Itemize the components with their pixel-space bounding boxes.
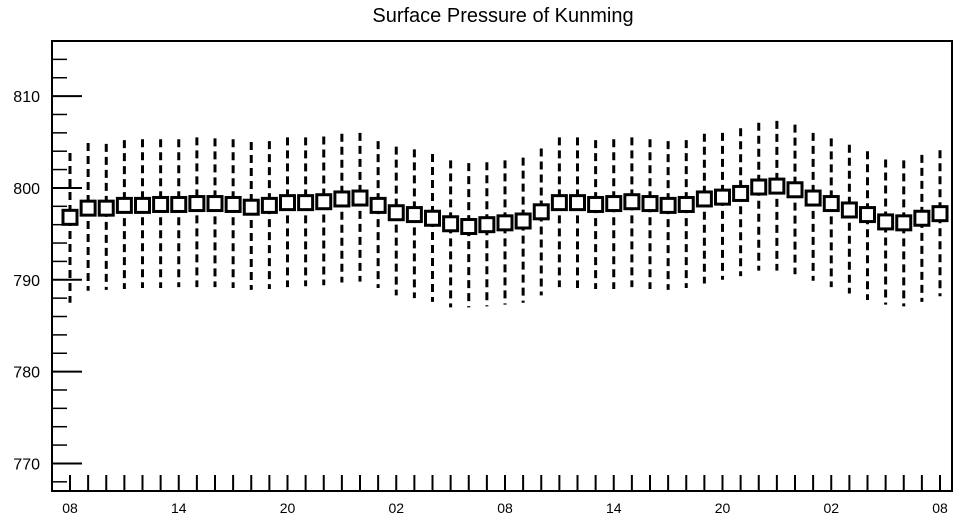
data-point-marker: [297, 194, 315, 212]
data-point-marker: [387, 204, 405, 222]
data-point-marker: [732, 184, 750, 202]
data-point-marker: [460, 218, 478, 236]
data-point-marker: [224, 195, 242, 213]
x-tick-label: 08: [62, 500, 78, 516]
plot-frame: [51, 40, 953, 492]
x-tick-label: 08: [497, 500, 513, 516]
y-tick-label: 790: [13, 273, 40, 290]
y-tick-label: 770: [13, 456, 40, 473]
x-tick-label: 14: [171, 500, 187, 516]
data-point-marker: [405, 206, 423, 224]
data-point-marker: [895, 214, 913, 232]
data-point-marker: [170, 195, 188, 213]
data-point-marker: [188, 195, 206, 213]
data-point-marker: [496, 214, 514, 232]
y-tick-label: 810: [13, 89, 40, 106]
data-point-marker: [659, 196, 677, 214]
data-point-marker: [97, 199, 115, 217]
data-point-marker: [913, 209, 931, 227]
data-point-marker: [768, 177, 786, 195]
data-point-marker: [695, 190, 713, 208]
data-point-marker: [804, 189, 822, 207]
x-tick-label: 14: [606, 500, 622, 516]
data-point-marker: [260, 196, 278, 214]
data-point-marker: [514, 212, 532, 230]
data-point-marker: [333, 190, 351, 208]
data-point-marker: [134, 196, 151, 214]
data-point-marker: [587, 195, 605, 213]
data-point-marker: [677, 195, 695, 213]
data-point-marker: [442, 215, 460, 233]
x-axis: 08 14 20 02 08 14 20 02 08: [62, 475, 948, 516]
x-tick-label: 02: [823, 500, 839, 516]
data-point-marker: [605, 195, 623, 213]
chart-title: Surface Pressure of Kunming: [372, 5, 633, 27]
data-point-marker: [79, 199, 97, 217]
data-point-marker: [478, 216, 496, 234]
data-point-marker: [279, 194, 296, 212]
y-tick-label: 780: [13, 365, 40, 382]
error-bars: [68, 120, 942, 308]
x-tick-label: 08: [932, 500, 948, 516]
data-point-marker: [623, 193, 641, 211]
data-point-marker: [115, 196, 133, 214]
x-tick-label: 20: [280, 500, 296, 516]
y-axis: 770 780 790 800 810: [13, 40, 82, 483]
data-point-marker: [351, 189, 369, 207]
data-markers: [61, 177, 949, 236]
data-point-marker: [61, 208, 79, 226]
data-point-marker: [424, 209, 441, 227]
y-tick-label: 800: [13, 181, 40, 198]
data-point-marker: [931, 205, 949, 223]
data-point-marker: [714, 188, 731, 206]
data-point-marker: [206, 195, 224, 213]
data-point-marker: [877, 213, 895, 231]
data-point-marker: [859, 206, 876, 224]
x-tick-label: 02: [388, 500, 404, 516]
data-point-marker: [822, 195, 840, 213]
data-point-marker: [242, 198, 260, 216]
data-point-marker: [550, 194, 568, 212]
data-point-marker: [569, 194, 586, 212]
data-point-marker: [840, 201, 858, 219]
data-point-marker: [315, 193, 333, 211]
data-point-marker: [152, 195, 170, 213]
data-point-marker: [641, 195, 659, 213]
data-point-marker: [786, 181, 804, 199]
x-tick-label: 20: [715, 500, 731, 516]
data-point-marker: [750, 178, 768, 196]
data-point-marker: [369, 196, 387, 214]
data-point-marker: [532, 203, 550, 221]
